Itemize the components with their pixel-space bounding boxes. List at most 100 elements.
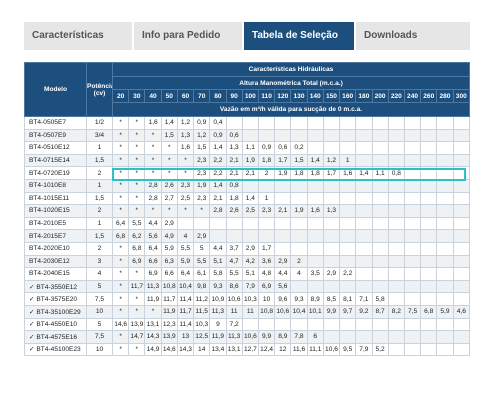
flow-cell: 14,6 <box>160 342 178 357</box>
flow-cell: 6,4 <box>144 241 162 256</box>
model-cell: BT4-0510E12 <box>24 141 87 155</box>
flow-cell: 12,7 <box>241 342 259 357</box>
height-100: 100 <box>241 89 259 103</box>
tab-tabela-selecao[interactable]: Tabela de Seleção <box>244 22 356 50</box>
flow-cell <box>387 241 405 256</box>
table-row[interactable]: BT4-1010E8 1 * * 2,8 2,6 2,3 1,9 1,4 0,8 <box>24 178 471 193</box>
flow-cell <box>274 229 292 243</box>
flow-cell <box>322 330 341 344</box>
flow-cell <box>290 178 308 193</box>
flow-cell: 5,2 <box>371 342 389 357</box>
table-row[interactable]: BT4-0507E9 3/4 * * * 1,5 1,3 1,2 0,9 0,6 <box>24 128 471 143</box>
flow-cell: 5,5 <box>128 216 146 231</box>
flow-cell: 4 <box>176 229 195 243</box>
table-row[interactable]: ✓ BT4-45100E23 10 * * 14,9 14,6 14,3 14 13,4 13,1… <box>24 342 471 357</box>
power-cell: 1,5 <box>86 153 113 168</box>
flow-cell: 2,5 <box>241 204 259 218</box>
table-row[interactable]: BT4-2020E10 2 * 6,8 6,4 5,9 5,5 5 4,4 3,7 2,9 1,7 <box>24 241 471 256</box>
table-row[interactable]: BT4-0715E14 1,5 * * * * * 2,3 2,2 2,1 1,9 1,8 1,7 1,5… <box>24 153 471 168</box>
flow-cell: 12 <box>274 342 292 357</box>
flow-cell <box>452 204 471 218</box>
flow-cell <box>371 191 389 206</box>
flow-cell <box>387 254 405 269</box>
flow-cell: 11,9 <box>209 330 227 344</box>
flow-cell <box>241 116 259 130</box>
flow-cell <box>452 166 471 180</box>
flow-cell: 9,7 <box>339 304 357 319</box>
flow-cell: 1,2 <box>193 128 211 143</box>
flow-cell <box>371 330 389 344</box>
flow-cell <box>176 216 195 231</box>
flow-cell: 14 <box>193 342 211 357</box>
table-row[interactable]: BT4-2015E7 1,5 6,8 6,2 5,6 4,9 4 2,9 <box>24 229 471 243</box>
flow-cell: 11,7 <box>176 304 195 319</box>
flow-cell <box>290 317 308 332</box>
flow-cell <box>436 267 454 281</box>
flow-cell <box>452 241 471 256</box>
table-row[interactable]: ✓ BT4-3550E12 5 * 11,7 11,3 10,8 10,4 9,8 9,3 8,6… <box>24 279 471 294</box>
flow-cell <box>420 292 438 306</box>
height-300: 300 <box>452 89 471 103</box>
flow-cell: 4 <box>290 267 308 281</box>
flow-cell: 10,3 <box>241 292 259 306</box>
flow-cell <box>290 279 308 294</box>
flow-cell <box>355 178 373 193</box>
flow-cell <box>436 141 454 155</box>
flow-cell: 2,1 <box>241 166 259 180</box>
flow-cell <box>322 216 341 231</box>
power-cell: 1/2 <box>86 116 113 130</box>
flow-cell <box>436 191 454 206</box>
flow-cell: * <box>111 128 130 143</box>
flow-cell <box>387 216 405 231</box>
flow-cell <box>306 191 324 206</box>
flow-cell <box>420 342 438 357</box>
flow-cell <box>371 141 389 155</box>
table-row[interactable]: ✓ BT4-4550E10 5 14,6 13,9 13,1 12,3 11,4 10,3 9 7… <box>24 317 471 332</box>
flow-cell: * <box>144 204 162 218</box>
flow-cell: * <box>111 178 130 193</box>
flow-cell <box>257 178 276 193</box>
flow-cell: 7,9 <box>355 342 373 357</box>
flow-cell: 11,9 <box>144 292 162 306</box>
flow-cell: 9,6 <box>274 292 292 306</box>
flow-cell <box>306 254 324 269</box>
flow-cell: * <box>111 304 130 319</box>
flow-cell <box>387 191 405 206</box>
flow-cell: 10 <box>257 292 276 306</box>
flow-cell: 9,9 <box>322 304 341 319</box>
table-row[interactable]: BT4-1020E15 2 * * * * * * 2,8 2,6 2,5 2,3 2,1 1,9 1,6 1… <box>24 204 471 218</box>
tab-downloads[interactable]: Downloads <box>364 30 418 41</box>
flow-cell: 7,1 <box>355 292 373 306</box>
flow-cell: 9,5 <box>339 342 357 357</box>
flow-cell <box>241 317 259 332</box>
table-row[interactable]: ✓ BT4-3575E20 7,5 * * 11,9 11,7 11,4 11,2 10,9 10… <box>24 292 471 306</box>
table-row[interactable]: BT4-0505E7 1/2 * * 1,6 1,4 1,2 0,9 0,4 <box>24 116 471 130</box>
table-row[interactable]: BT4-2010E5 1 6,4 5,5 4,4 2,9 <box>24 216 471 231</box>
flow-cell: 5,9 <box>436 304 454 319</box>
flow-cell: 6,1 <box>193 267 211 281</box>
flow-cell <box>306 279 324 294</box>
flow-cell <box>355 241 373 256</box>
table-row[interactable]: BT4-0720E19 2 * * * * * 2,3 2,2 2,1 2,1 2 1,9 1,8 1,8 1… <box>24 166 471 180</box>
table-row[interactable]: BT4-2030E12 3 * 6,9 6,6 6,3 5,9 5,5 5,1 4,7 4,2 3,6… <box>24 254 471 269</box>
table-row[interactable]: BT4-0510E12 1 * * * * 1,6 1,5 1,4 1,3 1,1 0,9 0,6 0,2 <box>24 141 471 155</box>
flow-cell <box>322 116 341 130</box>
table-row[interactable]: ✓ BT4-35100E29 10 * * * 11,9 11,7 11,5 11,3 11 11 1… <box>24 304 471 319</box>
flow-cell <box>339 317 357 332</box>
table-row[interactable]: BT4-1015E11 1,5 * * 2,8 2,7 2,5 2,3 2,1 1,8 1,4 1 <box>24 191 471 206</box>
table-row[interactable]: ✓ BT4-4575E16 7,5 * 14,7 14,3 13,9 13 12,5 11,9 1… <box>24 330 471 344</box>
flow-cell: * <box>128 153 146 168</box>
flow-cell <box>387 116 405 130</box>
flow-cell <box>403 229 422 243</box>
tab-caracteristicas[interactable]: Características <box>24 22 134 50</box>
flow-cell: 2,9 <box>160 216 178 231</box>
flow-cell: 1,6 <box>176 141 195 155</box>
flow-cell: 1,9 <box>193 178 211 193</box>
flow-cell: 1,9 <box>290 204 308 218</box>
flow-cell: * <box>128 191 146 206</box>
table-row[interactable]: BT4-2040E15 4 * * 6,9 6,6 6,4 6,1 5,8 5,5 5,1 4,8 4,… <box>24 267 471 281</box>
flow-cell: 1,4 <box>355 166 373 180</box>
tab-info-pedido[interactable]: Info para Pedido <box>134 22 244 50</box>
flow-cell: * <box>111 254 130 269</box>
flow-cell: 2,9 <box>193 229 211 243</box>
